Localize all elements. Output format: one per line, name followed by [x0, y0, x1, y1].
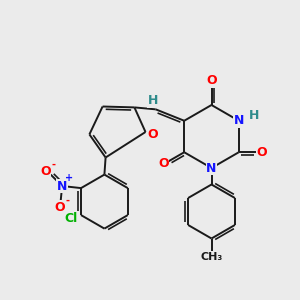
Text: O: O: [148, 128, 158, 141]
Text: H: H: [249, 109, 260, 122]
Text: O: O: [158, 157, 169, 170]
Text: O: O: [206, 74, 217, 88]
Text: Cl: Cl: [65, 212, 78, 225]
Text: H: H: [148, 94, 158, 107]
Text: -: -: [65, 196, 69, 206]
Text: N: N: [234, 114, 244, 127]
Text: -: -: [51, 160, 55, 170]
Text: O: O: [54, 201, 65, 214]
Text: O: O: [257, 146, 268, 159]
Text: N: N: [57, 179, 67, 193]
Text: O: O: [40, 165, 51, 178]
Text: N: N: [206, 161, 217, 175]
Text: +: +: [65, 173, 73, 183]
Text: CH₃: CH₃: [200, 252, 223, 262]
